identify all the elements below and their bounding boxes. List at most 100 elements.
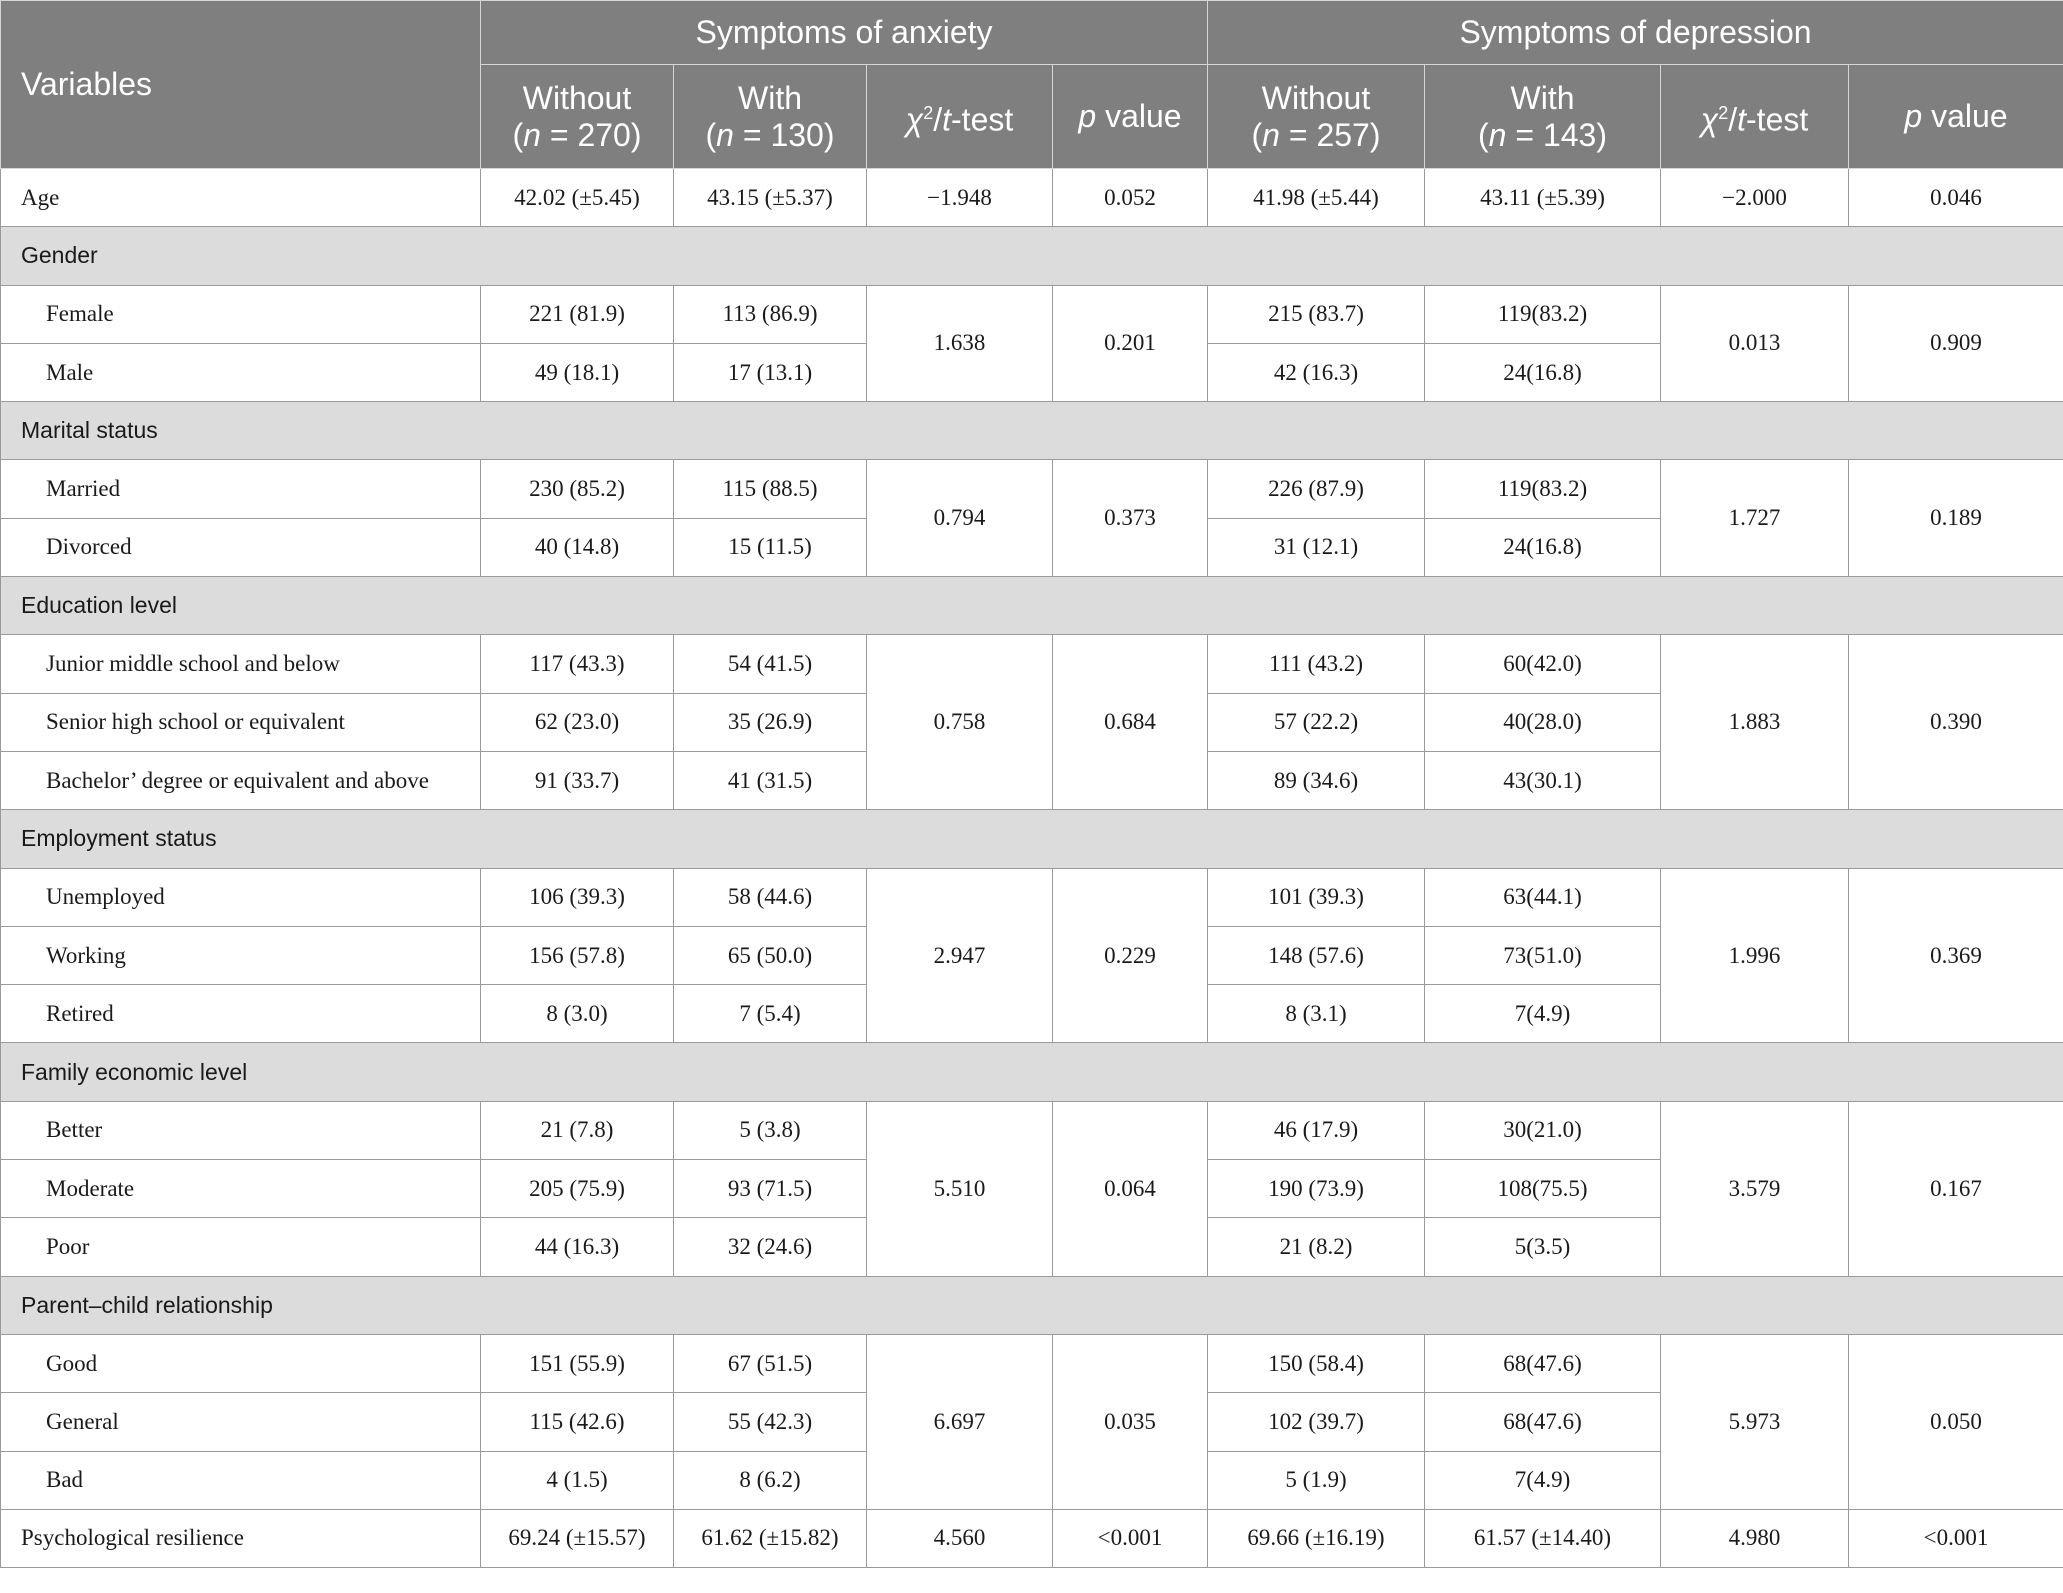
table-row: General 115 (42.6) 55 (42.3) 102 (39.7) …	[0, 1392, 2063, 1452]
row-label: Retired	[0, 984, 481, 1044]
p-value: 0.369	[1847, 867, 2063, 1044]
anxiety-test-header: χ2/t-test	[866, 64, 1053, 169]
cell: 7(4.9)	[1424, 1450, 1661, 1510]
cell: 17 (13.1)	[673, 342, 867, 403]
row-label: Good	[0, 1333, 481, 1394]
group-row-relationship: Parent–child relationship	[0, 1275, 2063, 1335]
cell: 69.66 (±16.19)	[1207, 1508, 1425, 1569]
group-row-gender: Gender	[0, 226, 2063, 286]
anxiety-with-header: With (n = 130)	[673, 64, 867, 169]
cell: 5(3.5)	[1424, 1217, 1661, 1277]
n-depression-without: 257	[1316, 116, 1370, 153]
cell: 55 (42.3)	[673, 1392, 867, 1452]
row-label: Unemployed	[0, 867, 481, 927]
cell: 60(42.0)	[1424, 634, 1661, 694]
table-row: Divorced 40 (14.8) 15 (11.5) 31 (12.1) 2…	[0, 517, 2063, 578]
cell: 61.62 (±15.82)	[673, 1508, 867, 1569]
table-body: Age 42.02 (±5.45) 43.15 (±5.37) −1.948 0…	[0, 167, 2063, 1569]
anxiety-without-header: Without (n = 270)	[480, 64, 674, 169]
row-label: Junior middle school and below	[0, 634, 481, 694]
p-value: 0.035	[1052, 1333, 1208, 1510]
cell: 4.980	[1660, 1508, 1849, 1569]
cell: 54 (41.5)	[673, 634, 867, 694]
table-row-resilience: Psychological resilience 69.24 (±15.57) …	[0, 1508, 2063, 1569]
cell: 0.046	[1847, 167, 2063, 228]
cell: 49 (18.1)	[480, 342, 674, 403]
cell: 35 (26.9)	[673, 692, 867, 752]
cell: 69.24 (±15.57)	[480, 1508, 674, 1569]
cell: 43.15 (±5.37)	[673, 167, 867, 228]
cell: 93 (71.5)	[673, 1159, 867, 1219]
cell: 44 (16.3)	[480, 1217, 674, 1277]
cell: 89 (34.6)	[1207, 750, 1425, 811]
depression-with-header: With (n = 143)	[1424, 64, 1661, 169]
cell: 46 (17.9)	[1207, 1100, 1425, 1161]
group-row-employment: Employment status	[0, 809, 2063, 869]
cell: 91 (33.7)	[480, 750, 674, 811]
depression-group-header: Symptoms of depression	[1206, 0, 2063, 65]
cell: 63(44.1)	[1424, 867, 1661, 927]
cell: 215 (83.7)	[1207, 284, 1425, 344]
cell: 42 (16.3)	[1207, 342, 1425, 403]
cell: −2.000	[1660, 167, 1849, 228]
row-label: Bad	[0, 1450, 481, 1510]
table-row: Retired 8 (3.0) 7 (5.4) 8 (3.1) 7(4.9)	[0, 984, 2063, 1044]
table-row: Poor 44 (16.3) 32 (24.6) 21 (8.2) 5(3.5)	[0, 1217, 2063, 1277]
n-anxiety-without: 270	[577, 116, 631, 153]
cell: 221 (81.9)	[480, 284, 674, 344]
table-row: Female 221 (81.9) 113 (86.9) 1.638 0.201…	[0, 284, 2063, 403]
p-value: 0.189	[1847, 459, 2063, 578]
cell: 8 (3.1)	[1207, 984, 1425, 1044]
row-label: Bachelor’ degree or equivalent and above	[0, 750, 481, 811]
row-label: Senior high school or equivalent	[0, 692, 481, 752]
cell: 119(83.2)	[1424, 284, 1661, 344]
cell: 68(47.6)	[1424, 1392, 1661, 1452]
cell: 58 (44.6)	[673, 867, 867, 927]
anxiety-p-header: p value	[1052, 64, 1208, 169]
table-row: Better 21 (7.8) 5 (3.8) 5.510 0.064 46 (…	[0, 1100, 2063, 1277]
cell: 113 (86.9)	[673, 284, 867, 344]
cell: 148 (57.6)	[1207, 925, 1425, 986]
table-row: Working 156 (57.8) 65 (50.0) 148 (57.6) …	[0, 925, 2063, 986]
row-label: Better	[0, 1100, 481, 1161]
cell: 226 (87.9)	[1207, 459, 1425, 519]
p-value: 0.684	[1052, 634, 1208, 811]
group-label: Gender	[0, 226, 2063, 286]
cell: 61.57 (±14.40)	[1424, 1508, 1661, 1569]
cell: 205 (75.9)	[480, 1159, 674, 1219]
cell: 43.11 (±5.39)	[1424, 167, 1661, 228]
table-row: Junior middle school and below 117 (43.3…	[0, 634, 2063, 811]
cell: 5 (3.8)	[673, 1100, 867, 1161]
cell: 102 (39.7)	[1207, 1392, 1425, 1452]
cell: 115 (88.5)	[673, 459, 867, 519]
row-label: Poor	[0, 1217, 481, 1277]
group-label: Employment status	[0, 809, 2063, 869]
test-statistic: 0.758	[866, 634, 1053, 811]
p-value: 0.390	[1847, 634, 2063, 811]
cell: 115 (42.6)	[480, 1392, 674, 1452]
cell: 8 (6.2)	[673, 1450, 867, 1510]
cell: 31 (12.1)	[1207, 517, 1425, 578]
depression-without-header: Without (n = 257)	[1207, 64, 1425, 169]
row-label: Age	[0, 167, 481, 228]
group-row-education: Education level	[0, 576, 2063, 636]
cell: 42.02 (±5.45)	[480, 167, 674, 228]
test-statistic: 0.013	[1660, 284, 1849, 403]
cell: 7(4.9)	[1424, 984, 1661, 1044]
group-label: Family economic level	[0, 1042, 2063, 1102]
group-row-economic: Family economic level	[0, 1042, 2063, 1102]
test-statistic: 1.638	[866, 284, 1053, 403]
test-statistic: 6.697	[866, 1333, 1053, 1510]
cell: 30(21.0)	[1424, 1100, 1661, 1161]
test-statistic: 5.973	[1660, 1333, 1849, 1510]
group-label: Marital status	[0, 401, 2063, 461]
cell: 101 (39.3)	[1207, 867, 1425, 927]
cell: 117 (43.3)	[480, 634, 674, 694]
cell: 21 (7.8)	[480, 1100, 674, 1161]
table-row: Senior high school or equivalent 62 (23.…	[0, 692, 2063, 752]
row-label: Married	[0, 459, 481, 519]
p-value: 0.167	[1847, 1100, 2063, 1277]
cell: 156 (57.8)	[480, 925, 674, 986]
cell: 4.560	[866, 1508, 1053, 1569]
